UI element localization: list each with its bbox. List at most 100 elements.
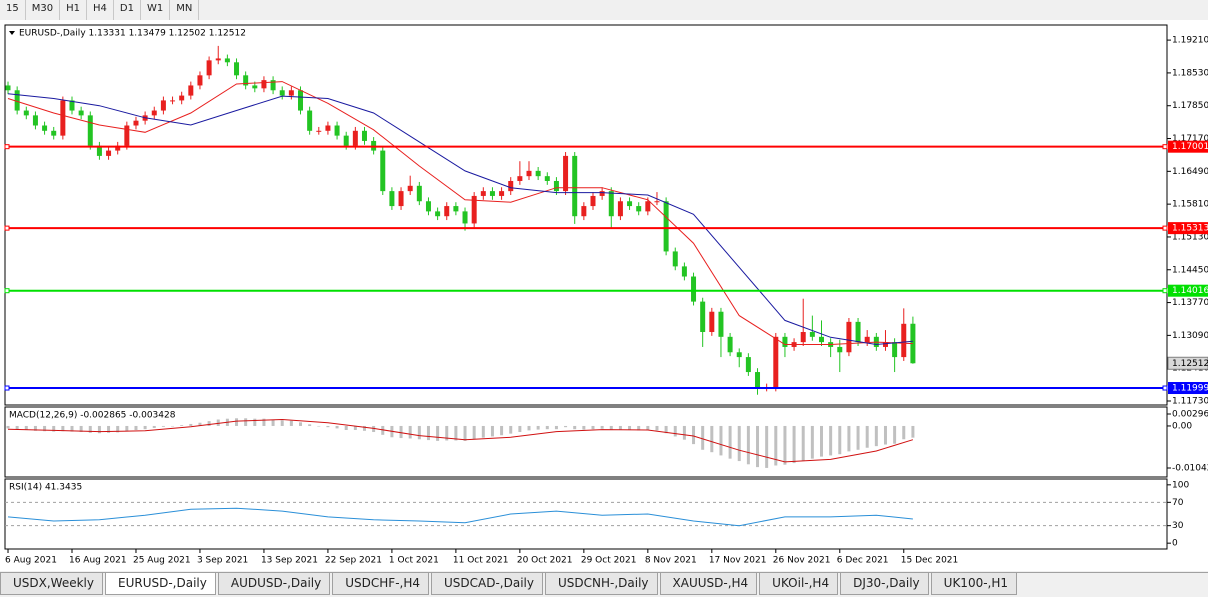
- chart-tab[interactable]: UKOil-,H4: [759, 573, 839, 595]
- candle-body: [60, 100, 66, 136]
- chart-tab[interactable]: XAUUSD-,H4: [659, 573, 758, 595]
- macd-bar: [15, 425, 19, 430]
- macd-bar: [372, 425, 376, 433]
- macd-bar: [335, 425, 339, 429]
- macd-bar: [70, 425, 74, 432]
- macd-bar: [152, 425, 156, 428]
- level-anchor: [1162, 225, 1168, 231]
- macd-bar: [765, 425, 769, 468]
- y-tick-label: -0.01042: [1172, 464, 1208, 474]
- candle-body: [307, 110, 313, 131]
- timeframe-button[interactable]: 15: [0, 0, 26, 20]
- macd-bar: [746, 425, 750, 465]
- candle-body: [243, 75, 249, 86]
- y-tick-label: 1.13770: [1172, 298, 1208, 308]
- x-tick-label: 22 Sep 2021: [325, 556, 382, 566]
- candle-body: [151, 110, 157, 116]
- macd-bar: [509, 425, 513, 434]
- macd-bar: [564, 425, 568, 428]
- timeframe-button[interactable]: W1: [141, 0, 171, 20]
- macd-bar: [883, 425, 887, 445]
- candle-body: [435, 211, 441, 217]
- macd-bar: [536, 425, 540, 430]
- macd-bar: [481, 425, 485, 438]
- candle-body: [663, 201, 669, 252]
- macd-bar: [801, 425, 805, 461]
- timeframe-button[interactable]: H4: [87, 0, 114, 20]
- candle-body: [846, 321, 852, 353]
- macd-bar: [902, 425, 906, 440]
- chart-tab[interactable]: USDCNH-,Daily: [544, 573, 658, 595]
- macd-bar: [527, 425, 531, 431]
- macd-bar: [125, 425, 129, 432]
- candle-body: [782, 336, 788, 347]
- macd-bar: [299, 422, 303, 426]
- macd-bar: [756, 425, 760, 468]
- indicator-title: MACD(12,26,9) -0.002865 -0.003428: [9, 411, 176, 421]
- macd-bar: [381, 425, 385, 435]
- macd-bar: [344, 425, 348, 430]
- y-tick-label: 1.13090: [1172, 331, 1208, 341]
- x-tick-label: 16 Aug 2021: [69, 556, 127, 566]
- candle-body: [563, 155, 569, 192]
- macd-bar: [280, 420, 284, 426]
- candle-body: [87, 115, 93, 146]
- candle-body: [581, 206, 587, 217]
- candle-body: [855, 321, 861, 343]
- x-tick-label: 3 Sep 2021: [197, 556, 248, 566]
- candle-body: [480, 191, 486, 196]
- macd-bar: [426, 425, 430, 441]
- chart-tab[interactable]: USDCHF-,H4: [332, 573, 429, 595]
- candle-body: [334, 125, 340, 136]
- candle-body: [188, 85, 194, 96]
- chart-tab[interactable]: EURUSD-,Daily: [105, 573, 216, 595]
- candle-body: [773, 336, 779, 388]
- macd-bar: [317, 425, 321, 427]
- candle-body: [727, 336, 733, 353]
- signal-line: [7, 418, 914, 463]
- chart-tab[interactable]: AUDUSD-,Daily: [217, 573, 331, 595]
- moving-average: [7, 93, 913, 346]
- chart-tab[interactable]: DJ30-,Daily: [840, 573, 929, 595]
- candle-body: [645, 201, 651, 212]
- candle-body: [206, 60, 212, 76]
- macd-bar: [728, 425, 732, 459]
- timeframe-button[interactable]: M30: [26, 0, 61, 20]
- chart-tab[interactable]: USDX,Weekly: [0, 573, 103, 595]
- candle-body: [837, 346, 843, 353]
- candle-body: [352, 130, 358, 146]
- macd-bar: [24, 425, 28, 430]
- candle-body: [462, 211, 468, 224]
- chart-tab[interactable]: UK100-,H1: [930, 573, 1018, 595]
- macd-bar: [554, 425, 558, 430]
- candle-body: [718, 311, 724, 337]
- candle-body: [343, 135, 349, 146]
- y-tick-label: 0.002966: [1172, 409, 1208, 419]
- candle-body: [800, 332, 806, 343]
- level-price-label: 1.17001: [1172, 142, 1208, 152]
- candle-body: [398, 191, 404, 207]
- timeframe-button[interactable]: MN: [170, 0, 200, 20]
- level-anchor: [4, 288, 10, 294]
- y-tick-label: 100: [1172, 480, 1189, 490]
- macd-bar: [399, 425, 403, 439]
- candle-body: [508, 180, 514, 192]
- candle-body: [489, 191, 495, 196]
- macd-bar: [445, 425, 449, 441]
- candle-body: [444, 206, 450, 217]
- level-price-box: [1168, 140, 1208, 153]
- candle-body: [23, 110, 29, 116]
- macd-bar: [52, 425, 56, 432]
- chart-title: EURUSD-,Daily 1.13331 1.13479 1.12502 1.…: [19, 29, 246, 39]
- timeframe-button[interactable]: H1: [60, 0, 87, 20]
- y-tick-label: 30: [1172, 521, 1184, 531]
- candle-body: [380, 150, 386, 192]
- candle-body: [572, 155, 578, 217]
- y-tick-label: 0: [1172, 539, 1178, 549]
- macd-bar: [628, 425, 632, 430]
- indicator-title: RSI(14) 41.3435: [9, 483, 82, 493]
- chart-tab[interactable]: USDCAD-,Daily: [431, 573, 543, 595]
- y-tick-label: 1.15130: [1172, 232, 1208, 242]
- timeframe-button[interactable]: D1: [114, 0, 141, 20]
- macd-bar: [646, 425, 650, 431]
